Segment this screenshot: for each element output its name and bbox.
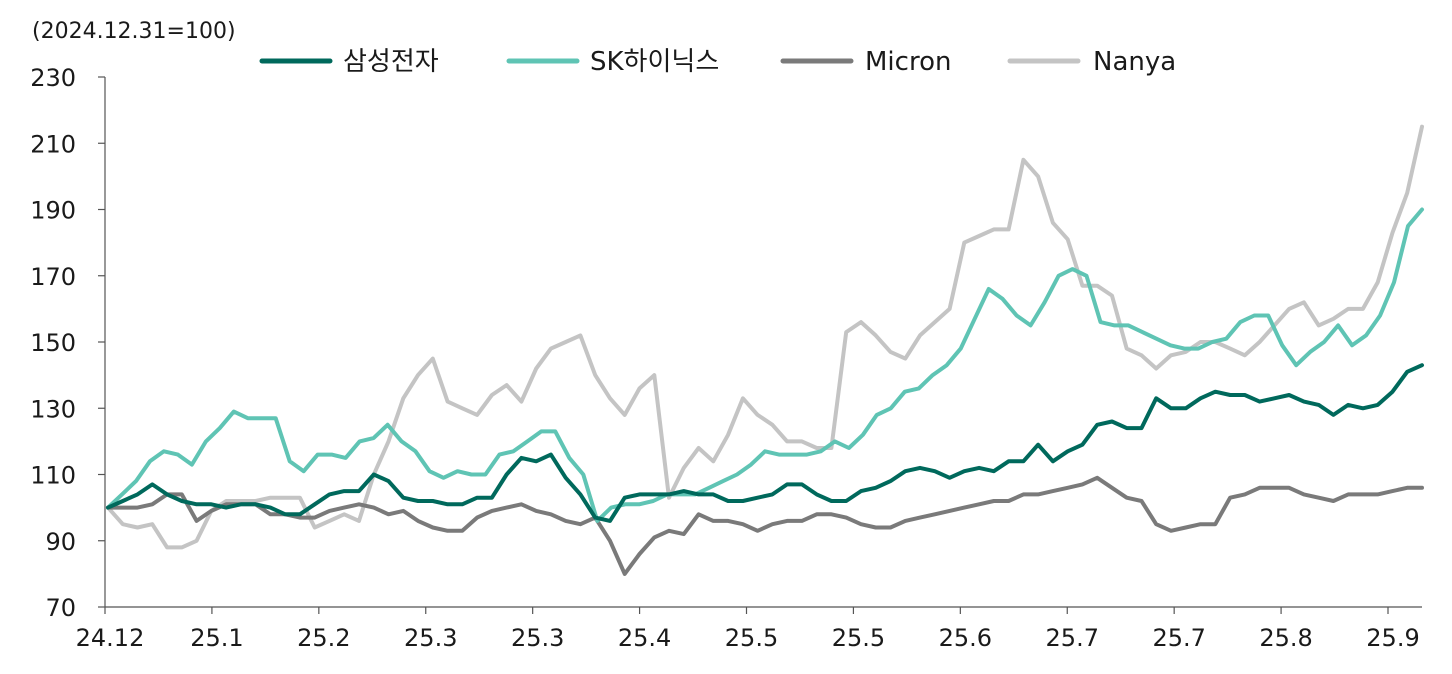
x-tick-label: 25.9 [1366, 624, 1419, 652]
y-tick-label: 70 [45, 594, 76, 622]
legend: 삼성전자 SK하이닉스 Micron Nanya [259, 47, 1176, 77]
x-tick-label: 25.1 [190, 624, 243, 652]
y-tick-label: 130 [30, 395, 76, 423]
y-tick-label: 230 [30, 64, 76, 92]
series-line-2 [106, 475, 1424, 576]
x-tick-label: 25.7 [1152, 624, 1205, 652]
y-tick-label: 110 [30, 462, 76, 490]
x-tick-label: 25.6 [939, 624, 992, 652]
x-tick-label: 25.3 [404, 624, 457, 652]
x-tick-label: 25.4 [618, 624, 671, 652]
y-tick-label: 90 [45, 528, 76, 556]
series-group [106, 124, 1424, 576]
series-line-3 [106, 124, 1424, 550]
x-tick-label: 25.5 [725, 624, 778, 652]
x-tick-label: 24.12 [76, 624, 145, 652]
series-line-1 [106, 207, 1424, 523]
unit-label: (2024.12.31=100) [32, 19, 236, 44]
legend-label: SK하이닉스 [590, 47, 719, 77]
y-tick-label: 170 [30, 263, 76, 291]
x-tick-label: 25.8 [1259, 624, 1312, 652]
x-axis: 24.12 25.1 25.2 25.3 25.3 25.4 25.5 25.5 25.6 25.… [76, 606, 1422, 652]
legend-label: Micron [865, 47, 951, 77]
legend-label: 삼성전자 [343, 47, 439, 77]
y-axis: 70 90 110 130 150 170 190 210 230 [30, 64, 106, 622]
x-tick-label: 25.7 [1046, 624, 1099, 652]
y-tick-label: 190 [30, 197, 76, 225]
x-tick-label: 25.3 [511, 624, 564, 652]
x-tick-label: 25.2 [297, 624, 350, 652]
y-tick-label: 210 [30, 130, 76, 158]
x-tick-label: 25.5 [832, 624, 885, 652]
y-tick-label: 150 [30, 329, 76, 357]
legend-label: Nanya [1093, 47, 1176, 77]
series-line-0 [106, 363, 1424, 523]
